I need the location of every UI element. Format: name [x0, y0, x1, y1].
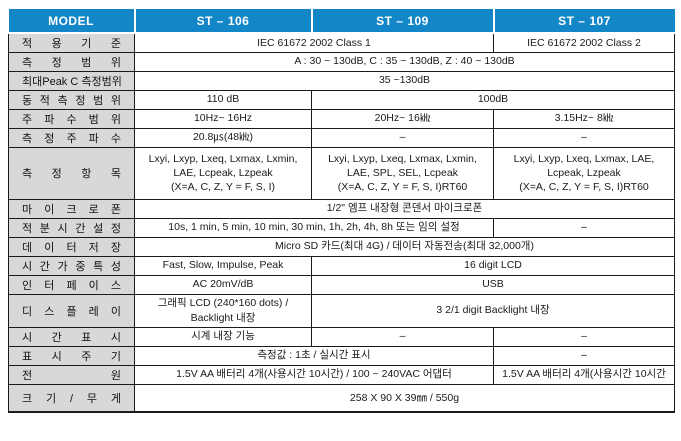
spec-cell: 1.5V AA 배터리 4개(사용시간 10시간: [493, 364, 675, 385]
row-label: 전 원: [8, 364, 135, 385]
spec-cell-line: LAE, SPL, SEL, Lcpeak: [347, 166, 458, 179]
spec-cell: 시계 내장 기능: [134, 326, 312, 347]
row-label: 인 터 페 이 스: [8, 274, 135, 295]
spec-cell: 110 dB: [134, 89, 312, 110]
row-label: 최대Peak C 측정범위: [8, 70, 135, 91]
row-label: 마 이 크 로 폰: [8, 198, 135, 219]
spec-cell-line: Lcpeak, Lzpeak: [547, 166, 621, 179]
spec-cell: 3.15Hz~ 8㎑: [493, 108, 675, 129]
spec-cell: –: [493, 127, 675, 148]
row-label: 적 분 시 간 설 정: [8, 217, 135, 238]
table-row: 적 용 기 준 IEC 61672 2002 Class 1 IEC 61672 2…: [8, 32, 675, 53]
table-row: 시 간 가 중 특 성 Fast, Slow, Impulse, Peak 16 d…: [8, 255, 675, 276]
spec-cell-line: 그래픽 LCD (240*160 dots) /: [157, 297, 289, 310]
table-row: 데 이 터 저 장 Micro SD 카드(최대 4G) / 데이터 자동전송(최…: [8, 236, 675, 257]
spec-cell: 1.5V AA 배터리 4개(사용시간 10시간) / 100 ~ 240VAC…: [134, 364, 494, 385]
row-label: 디 스 플 레 이: [8, 293, 135, 328]
spec-cell: 20.8㎲(48㎑): [134, 127, 312, 148]
spec-cell: USB: [311, 274, 675, 295]
row-label: 적 용 기 준: [8, 32, 135, 53]
row-label: 측 정 주 파 수: [8, 127, 135, 148]
model-header-cell: MODEL: [8, 9, 135, 34]
spec-cell: 16 digit LCD: [311, 255, 675, 276]
spec-cell: 258 X 90 X 39㎜ / 550g: [134, 383, 675, 413]
spec-cell-line: Lxyi, Lxyp, Lxeq, Lxmax, Lxmin,: [328, 152, 477, 165]
table-row: 주 파 수 범 위 10Hz~ 16Hz 20Hz~ 16㎑ 3.15Hz~ 8㎑: [8, 108, 675, 129]
spec-cell-line: (X=A, C, Z, Y = F, S, I)RT60: [337, 181, 468, 194]
spec-cell: 측정값 : 1초 / 실시간 표시: [134, 345, 494, 366]
header-row: MODEL ST – 106 ST – 109 ST – 107: [8, 9, 675, 34]
table-row: 디 스 플 레 이 그래픽 LCD (240*160 dots) / Backlig…: [8, 293, 675, 328]
spec-cell: IEC 61672 2002 Class 1: [134, 32, 494, 53]
spec-cell-line: LAE, Lcpeak, Lzpeak: [173, 166, 273, 179]
spec-cell: 10Hz~ 16Hz: [134, 108, 312, 129]
row-label: 측 정 항 목: [8, 146, 135, 200]
spec-cell: –: [493, 217, 675, 238]
table-body: 적 용 기 준 IEC 61672 2002 Class 1 IEC 61672 2…: [8, 32, 675, 413]
spec-cell: Lxyi, Lxyp, Lxeq, Lxmax, Lxmin, LAE, SPL,…: [311, 146, 494, 200]
spec-cell: 1/2" 엠프 내장형 콘덴서 마이크로폰: [134, 198, 675, 219]
spec-cell-line: Lxyi, Lxyp, Lxeq, Lxmax, LAE,: [513, 152, 655, 165]
spec-cell: –: [311, 326, 494, 347]
table-header: MODEL ST – 106 ST – 109 ST – 107: [8, 9, 675, 34]
spec-cell: AC 20mV/dB: [134, 274, 312, 295]
spec-cell: 그래픽 LCD (240*160 dots) / Backlight 내장: [134, 293, 312, 328]
row-label: 주 파 수 범 위: [8, 108, 135, 129]
row-label: 데 이 터 저 장: [8, 236, 135, 257]
column-header-st-106: ST – 106: [133, 9, 312, 34]
table-row: 시 간 표 시 시계 내장 기능 – –: [8, 326, 675, 347]
table-row: 전 원 1.5V AA 배터리 4개(사용시간 10시간) / 100 ~ 240…: [8, 364, 675, 385]
spec-cell: –: [493, 345, 675, 366]
spec-cell: –: [311, 127, 494, 148]
table-row: 마 이 크 로 폰 1/2" 엠프 내장형 콘덴서 마이크로폰: [8, 198, 675, 219]
spec-cell: Lxyi, Lxyp, Lxeq, Lxmax, LAE, Lcpeak, Lzp…: [493, 146, 675, 200]
spec-cell-line: Backlight 내장: [190, 311, 256, 324]
row-label: 시 간 가 중 특 성: [8, 255, 135, 276]
spec-cell: Micro SD 카드(최대 4G) / 데이터 자동전송(최대 32,000개…: [134, 236, 675, 257]
spec-cell-line: (X=A, C, Z, Y = F, S, I): [170, 181, 276, 194]
table-row: 표 시 주 기 측정값 : 1초 / 실시간 표시 –: [8, 345, 675, 366]
spec-cell: 3 2/1 digit Backlight 내장: [311, 293, 675, 328]
table-row: 적 분 시 간 설 정 10s, 1 min, 5 min, 10 min, 30…: [8, 217, 675, 238]
column-header-st-107: ST – 107: [492, 9, 675, 34]
row-label: 측 정 범 위: [8, 51, 135, 72]
spec-cell: –: [493, 326, 675, 347]
table-row: 인 터 페 이 스 AC 20mV/dB USB: [8, 274, 675, 295]
spec-cell: IEC 61672 2002 Class 2: [493, 32, 675, 53]
table-row: 측 정 항 목 Lxyi, Lxyp, Lxeq, Lxmax, Lxmin, LA…: [8, 146, 675, 200]
row-label: 표 시 주 기: [8, 345, 135, 366]
spec-cell: Fast, Slow, Impulse, Peak: [134, 255, 312, 276]
spec-cell-line: (X=A, C, Z, Y = F, S, I)RT60: [519, 181, 649, 194]
spec-comparison-table: MODEL ST – 106 ST – 109 ST – 107 적 용 기 준…: [8, 9, 675, 413]
row-label: 크 기 / 무 게: [8, 383, 135, 413]
spec-cell: 100dB: [311, 89, 675, 110]
spec-cell: 35 ~130dB: [134, 70, 675, 91]
table-row: 크 기 / 무 게 258 X 90 X 39㎜ / 550g: [8, 383, 675, 413]
spec-cell: 10s, 1 min, 5 min, 10 min, 30 min, 1h, 2…: [134, 217, 494, 238]
spec-cell: A : 30 ~ 130dB, C : 35 ~ 130dB, Z : 40 ~…: [134, 51, 675, 72]
table-row: 최대Peak C 측정범위 35 ~130dB: [8, 70, 675, 91]
table-row: 측 정 주 파 수 20.8㎲(48㎑) – –: [8, 127, 675, 148]
row-label: 시 간 표 시: [8, 326, 135, 347]
column-header-st-109: ST – 109: [310, 9, 494, 34]
spec-cell: 20Hz~ 16㎑: [311, 108, 494, 129]
spec-cell: Lxyi, Lxyp, Lxeq, Lxmax, Lxmin, LAE, Lcpe…: [134, 146, 312, 200]
table-row: 동 적 측 정 범 위 110 dB 100dB: [8, 89, 675, 110]
spec-cell-line: Lxyi, Lxyp, Lxeq, Lxmax, Lxmin,: [148, 152, 298, 165]
row-label: 동 적 측 정 범 위: [8, 89, 135, 110]
